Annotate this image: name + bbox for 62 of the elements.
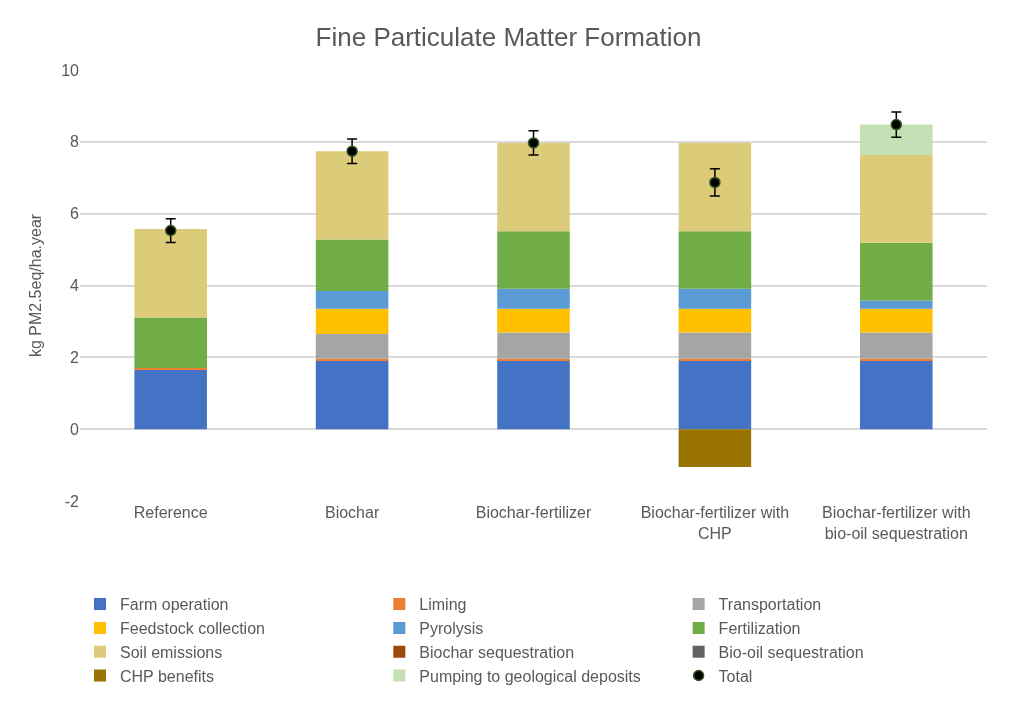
bar	[678, 360, 752, 430]
bar	[678, 332, 752, 359]
bar	[497, 231, 570, 289]
bar	[678, 288, 752, 309]
point	[709, 176, 721, 189]
point	[346, 145, 358, 157]
bar	[678, 231, 752, 289]
bar	[134, 317, 207, 369]
bar	[678, 308, 752, 333]
bar	[497, 358, 570, 361]
bar	[315, 151, 389, 240]
bar	[315, 290, 389, 309]
point	[164, 224, 177, 237]
legend-label: Liming	[419, 596, 467, 614]
bar	[860, 300, 933, 309]
bar	[497, 332, 570, 359]
y-axis-title: kg PM2.5eq/ha.year	[27, 213, 45, 358]
y-tick-label: 0	[70, 420, 80, 438]
bar	[860, 124, 933, 156]
legend-label: Total	[718, 667, 753, 685]
bar	[134, 229, 207, 318]
y-tick-label: -2	[64, 492, 80, 510]
x-tick-label: Biochar-fertilizer with bio-oil sequestration	[822, 504, 971, 542]
bar	[678, 142, 752, 232]
bar	[497, 288, 570, 309]
legend-label: Soil emissions	[120, 643, 223, 661]
bar	[315, 360, 389, 430]
bar	[315, 308, 389, 334]
point	[890, 118, 903, 131]
x-tick-label: Biochar-fertilizer with CHP	[640, 504, 790, 542]
bar	[678, 429, 752, 467]
bar	[860, 358, 933, 361]
x-tick-label: Reference	[133, 504, 208, 521]
legend-label: Pyrolysis	[419, 620, 484, 638]
bar	[860, 360, 933, 430]
bar	[860, 332, 933, 359]
y-tick-label: 6	[70, 205, 80, 223]
bar	[315, 239, 389, 291]
legend-label: Biochar sequestration	[419, 643, 575, 661]
legend-label: Fertilization	[718, 620, 801, 638]
bar	[497, 308, 570, 333]
legend-label: Farm operation	[120, 596, 229, 614]
bar	[860, 155, 933, 243]
y-tick-label: 2	[70, 348, 80, 366]
x-tick-label: Biochar-fertilizer	[475, 504, 592, 521]
chart-title: Fine Particulate Matter Formation	[315, 22, 702, 53]
bar	[497, 142, 570, 232]
legend-label: Feedstock collection	[120, 620, 265, 638]
legend-label: Bio-oil sequestration	[718, 643, 864, 661]
x-tick-label: Biochar	[324, 504, 380, 521]
legend-label: Pumping to geological deposits	[419, 667, 641, 685]
bar	[860, 242, 933, 301]
legend-label: Transportation	[718, 596, 822, 614]
bar	[315, 333, 389, 359]
bar	[860, 308, 933, 333]
legend-label: CHP benefits	[120, 667, 214, 685]
y-tick-label: 4	[70, 277, 80, 295]
bar	[134, 369, 207, 430]
y-tick-label: 10	[61, 61, 80, 79]
point	[527, 137, 540, 149]
y-tick-label: 8	[70, 133, 80, 151]
bar	[497, 360, 570, 430]
